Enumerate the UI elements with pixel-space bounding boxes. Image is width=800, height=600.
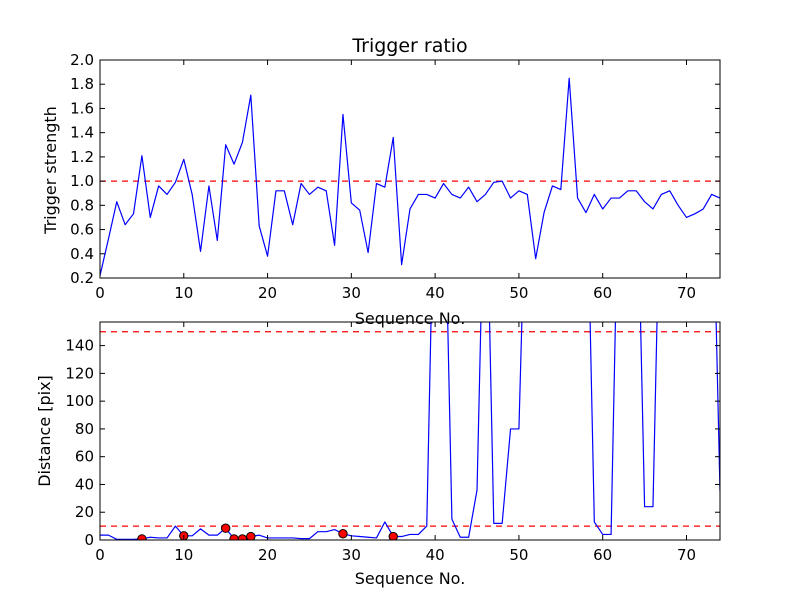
y-tick-label: 0.4 bbox=[70, 245, 94, 263]
y-axis-label: Distance [pix] bbox=[35, 375, 54, 487]
data-marker bbox=[388, 531, 398, 540]
x-axis-ticks: 0 10 20 30 40 50 60 70 bbox=[95, 322, 696, 564]
y-tick-label: 60 bbox=[75, 448, 94, 466]
chart-title: Trigger ratio bbox=[351, 35, 467, 57]
y-axis-label: Trigger strength bbox=[41, 106, 60, 235]
y-tick-label: 40 bbox=[75, 475, 94, 493]
y-tick-label: 0.8 bbox=[70, 196, 94, 214]
axes-frame bbox=[99, 59, 721, 279]
y-tick-label: 1.8 bbox=[70, 75, 94, 93]
data-marker bbox=[137, 534, 147, 540]
y-axis-ticks: 0.2 0.4 0.6 0.8 1.0 1.2 1.4 1.6 1.8 2.0 bbox=[70, 51, 720, 287]
x-tick-label: 40 bbox=[426, 284, 445, 302]
series-line bbox=[100, 322, 720, 540]
x-tick-label: 10 bbox=[174, 284, 193, 302]
y-tick-label: 0.2 bbox=[70, 269, 94, 287]
data-marker bbox=[237, 534, 248, 540]
x-tick-label: 70 bbox=[677, 546, 696, 564]
x-axis-label: Sequence No. bbox=[355, 569, 466, 588]
y-tick-label: 1.0 bbox=[70, 172, 94, 190]
x-tick-label: 60 bbox=[593, 284, 612, 302]
x-tick-label: 20 bbox=[258, 284, 277, 302]
y-tick-label: 0 bbox=[84, 531, 94, 549]
data-marker bbox=[338, 529, 348, 539]
y-axis-ticks: 0 20 40 60 80 100 120 140 bbox=[65, 337, 720, 549]
series-line bbox=[100, 77, 720, 276]
y-tick-label: 80 bbox=[75, 420, 94, 438]
y-tick-label: 100 bbox=[65, 392, 94, 410]
plot-area bbox=[100, 77, 720, 276]
data-marker bbox=[220, 523, 231, 533]
x-tick-label: 50 bbox=[509, 284, 528, 302]
axes-frame bbox=[99, 321, 721, 541]
y-tick-label: 20 bbox=[75, 503, 94, 521]
y-tick-label: 1.2 bbox=[70, 148, 94, 166]
y-tick-label: 0.6 bbox=[70, 221, 94, 239]
x-axis-ticks: 0 10 20 30 40 50 60 70 bbox=[95, 60, 696, 302]
y-tick-label: 120 bbox=[65, 364, 94, 382]
x-tick-label: 0 bbox=[95, 284, 105, 302]
y-tick-label: 1.6 bbox=[70, 99, 94, 117]
x-tick-label: 60 bbox=[593, 546, 612, 564]
y-tick-label: 140 bbox=[65, 337, 94, 355]
x-tick-label: 30 bbox=[342, 284, 361, 302]
x-tick-label: 0 bbox=[95, 546, 105, 564]
y-tick-label: 2.0 bbox=[70, 51, 94, 69]
data-marker bbox=[246, 531, 256, 540]
chart-trigger-ratio: 0 10 20 30 40 50 60 70 0.2 0.4 0.6 0.8 1.0 1.2 1.4 1.6… bbox=[41, 35, 721, 328]
chart-distance: 0 10 20 30 40 50 60 70 0 20 40 60 80 100 120 140 Seque… bbox=[35, 321, 721, 588]
x-tick-label: 50 bbox=[509, 546, 528, 564]
plot-area bbox=[100, 322, 720, 540]
x-axis-label: Sequence No. bbox=[355, 309, 466, 328]
x-tick-label: 30 bbox=[342, 546, 361, 564]
x-tick-label: 40 bbox=[426, 546, 445, 564]
y-tick-label: 1.4 bbox=[70, 124, 94, 142]
x-tick-label: 20 bbox=[258, 546, 277, 564]
x-tick-label: 70 bbox=[677, 284, 696, 302]
x-tick-label: 10 bbox=[174, 546, 193, 564]
